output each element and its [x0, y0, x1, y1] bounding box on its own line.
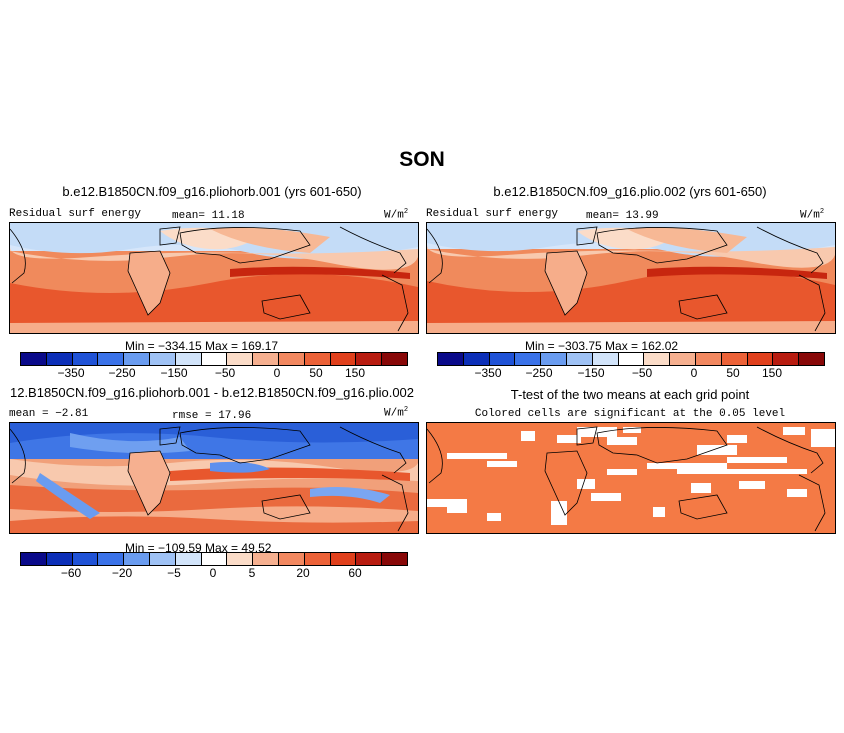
- panel2-colorbar: [437, 352, 825, 366]
- panel2-tick: 150: [761, 366, 783, 380]
- panel1-map: [9, 222, 419, 334]
- panel2-tick: −150: [577, 366, 605, 380]
- panel1-tick: 50: [309, 366, 323, 380]
- panel2-units: W/m2: [800, 208, 825, 222]
- figure-title: SON: [399, 148, 445, 171]
- panel3-rmse-label: rmse = 17.96: [172, 410, 252, 422]
- panel3-tick: −5: [167, 566, 181, 580]
- panel3-units: W/m2: [384, 406, 409, 420]
- panel4-heading: T-test of the two means at each grid poi…: [510, 387, 750, 402]
- panel3-tick: 0: [209, 566, 217, 580]
- panel1-heading: b.e12.B1850CN.f09_g16.pliohorb.001 (yrs …: [62, 184, 362, 199]
- panel1-tick: −50: [214, 366, 236, 380]
- panel2-tick: −250: [525, 366, 553, 380]
- panel4-map: [426, 422, 836, 534]
- panel3-colorbar: [20, 552, 408, 566]
- panel2-minmax: Min = −303.75 Max = 162.02: [525, 339, 679, 353]
- panel3-tick: −60: [60, 566, 82, 580]
- panel2-tick: −350: [474, 366, 502, 380]
- panel2-left-label: Residual surf energy: [426, 208, 559, 220]
- panel3-tick: −20: [111, 566, 133, 580]
- panel2-tick: −50: [631, 366, 653, 380]
- panel1-tick: −150: [160, 366, 188, 380]
- panel2-tick: 50: [726, 366, 740, 380]
- panel1-colorbar: [20, 352, 408, 366]
- panel1-left-label: Residual surf energy: [9, 208, 142, 220]
- panel1-units: W/m2: [384, 208, 409, 222]
- panel3-tick: 5: [248, 566, 256, 580]
- panel3-tick: 20: [296, 566, 310, 580]
- panel2-map: [426, 222, 836, 334]
- panel1-mean-label: mean= 11.18: [172, 210, 245, 222]
- panel3-heading: 12.B1850CN.f09_g16.pliohorb.001 - b.e12.…: [9, 385, 415, 400]
- panel1-minmax: Min = −334.15 Max = 169.17: [125, 339, 279, 353]
- panel3-mean-label: mean = −2.81: [9, 408, 89, 420]
- panel1-tick: −250: [108, 366, 136, 380]
- panel2-mean-label: mean= 13.99: [586, 210, 659, 222]
- panel3-tick: 60: [348, 566, 362, 580]
- panel1-tick: 0: [273, 366, 281, 380]
- panel3-map: [9, 422, 419, 534]
- panel1-tick: −350: [57, 366, 85, 380]
- panel1-tick: 150: [344, 366, 366, 380]
- panel3-minmax: Min = −109.59 Max = 49.52: [125, 541, 272, 555]
- panel4-caption: Colored cells are significant at the 0.0…: [474, 408, 786, 420]
- panel2-tick: 0: [690, 366, 698, 380]
- panel2-heading: b.e12.B1850CN.f09_g16.plio.002 (yrs 601-…: [493, 184, 767, 199]
